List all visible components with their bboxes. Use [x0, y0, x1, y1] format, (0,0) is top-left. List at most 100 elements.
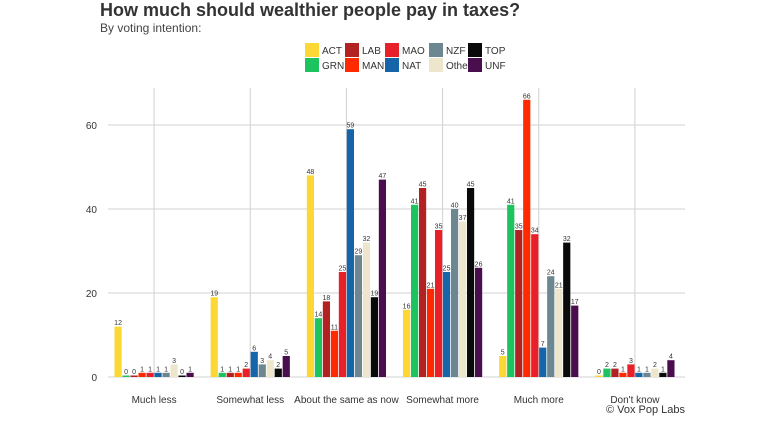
bar-mao: [627, 364, 635, 377]
bar-value-label: 0: [597, 369, 601, 376]
bar-man: [426, 288, 435, 377]
bar-value-label: 26: [475, 261, 483, 268]
bar-value-label: 1: [220, 366, 224, 373]
x-tick-label: Much more: [514, 395, 564, 406]
legend-label: Other: [446, 61, 472, 72]
bar-man: [234, 372, 242, 377]
bar-value-label: 34: [531, 228, 539, 235]
bar-value-label: 14: [315, 312, 323, 319]
bar-act: [402, 309, 411, 377]
bar-grn: [122, 375, 130, 377]
bar-mao: [531, 234, 539, 377]
bar-value-label: 1: [156, 366, 160, 373]
legend-label: LAB: [362, 46, 381, 57]
bar-value-label: 5: [501, 350, 505, 357]
bar-other: [266, 360, 274, 377]
bar-value-label: 59: [347, 123, 355, 130]
bar-unf: [474, 267, 483, 377]
bar-mao: [434, 230, 443, 377]
bar-grn: [314, 318, 323, 377]
bar-act: [595, 375, 603, 377]
x-tick-label: Don't know: [610, 395, 660, 406]
bar-nat: [539, 347, 547, 377]
chart-subtitle: By voting intention:: [100, 21, 202, 35]
x-tick-label: Much less: [132, 395, 177, 406]
bar-value-label: 0: [132, 369, 136, 376]
legend-label: TOP: [485, 46, 506, 57]
legend-swatch-nat: [385, 58, 399, 72]
bar-man: [619, 372, 627, 377]
bar-value-label: 35: [515, 224, 523, 231]
bar-value-label: 1: [228, 366, 232, 373]
bar-nzf: [258, 364, 266, 377]
bar-man: [330, 330, 339, 377]
bar-grn: [218, 372, 226, 377]
bar-other: [170, 364, 178, 377]
bar-value-label: 37: [459, 215, 467, 222]
bar-grn: [410, 204, 419, 377]
bar-value-label: 4: [268, 354, 272, 361]
bar-unf: [282, 356, 290, 377]
legend-swatch-lab: [345, 43, 359, 57]
bar-nat: [635, 372, 643, 377]
bar-value-label: 24: [547, 270, 555, 277]
bar-value-label: 1: [236, 366, 240, 373]
credit: © Vox Pop Labs: [605, 404, 685, 416]
bar-value-label: 18: [323, 295, 331, 302]
bar-value-label: 1: [637, 366, 641, 373]
legend-swatch-act: [305, 43, 319, 57]
bar-nat: [346, 129, 355, 377]
bar-lab: [418, 188, 427, 377]
bar-value-label: 1: [661, 366, 665, 373]
bar-value-label: 3: [260, 358, 264, 365]
bar-act: [306, 175, 315, 377]
bar-value-label: 2: [605, 362, 609, 369]
bar-value-label: 19: [371, 291, 379, 298]
bar-value-label: 48: [307, 169, 315, 176]
bar-mao: [338, 272, 347, 377]
bar-value-label: 19: [210, 291, 218, 298]
bar-value-label: 3: [629, 358, 633, 365]
bar-nzf: [643, 372, 651, 377]
bar-value-label: 2: [613, 362, 617, 369]
legend-swatch-other: [429, 58, 443, 72]
legend-label: UNF: [485, 61, 506, 72]
bar-value-label: 2: [244, 362, 248, 369]
bar-value-label: 41: [411, 198, 419, 205]
y-tick-label: 60: [86, 121, 98, 132]
bar-value-label: 0: [180, 369, 184, 376]
bar-value-label: 1: [140, 366, 144, 373]
bar-unf: [186, 372, 194, 377]
bar-value-label: 1: [148, 366, 152, 373]
bar-value-label: 66: [523, 93, 531, 100]
bar-nzf: [354, 255, 363, 377]
bar-other: [458, 221, 467, 377]
bar-top: [563, 242, 571, 377]
bar-value-label: 35: [435, 224, 443, 231]
bar-value-label: 16: [403, 303, 411, 310]
bar-value-label: 0: [124, 369, 128, 376]
bar-value-label: 3: [172, 358, 176, 365]
legend-swatch-unf: [468, 58, 482, 72]
bar-value-label: 1: [621, 366, 625, 373]
bar-top: [370, 297, 379, 377]
bar-lab: [130, 375, 138, 377]
bar-other: [362, 242, 371, 377]
bar-nzf: [162, 372, 170, 377]
bar-value-label: 1: [188, 366, 192, 373]
bar-value-label: 1: [645, 366, 649, 373]
legend-label: MAN: [362, 61, 384, 72]
bar-value-label: 47: [379, 173, 387, 180]
legend-label: MAO: [402, 46, 425, 57]
bar-nat: [154, 372, 162, 377]
legend-swatch-grn: [305, 58, 319, 72]
bar-top: [178, 375, 186, 377]
y-tick-label: 20: [86, 289, 98, 300]
x-tick-label: About the same as now: [294, 395, 399, 406]
bar-lab: [515, 230, 523, 377]
bar-nat: [250, 351, 258, 377]
bar-value-label: 45: [419, 182, 427, 189]
bar-value-label: 45: [467, 182, 475, 189]
